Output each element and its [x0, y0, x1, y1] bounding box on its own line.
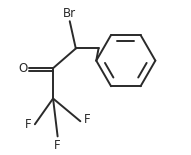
Text: F: F: [83, 113, 90, 126]
Text: Br: Br: [63, 7, 76, 20]
Text: O: O: [18, 62, 27, 75]
Text: F: F: [54, 140, 61, 152]
Text: F: F: [25, 118, 32, 131]
